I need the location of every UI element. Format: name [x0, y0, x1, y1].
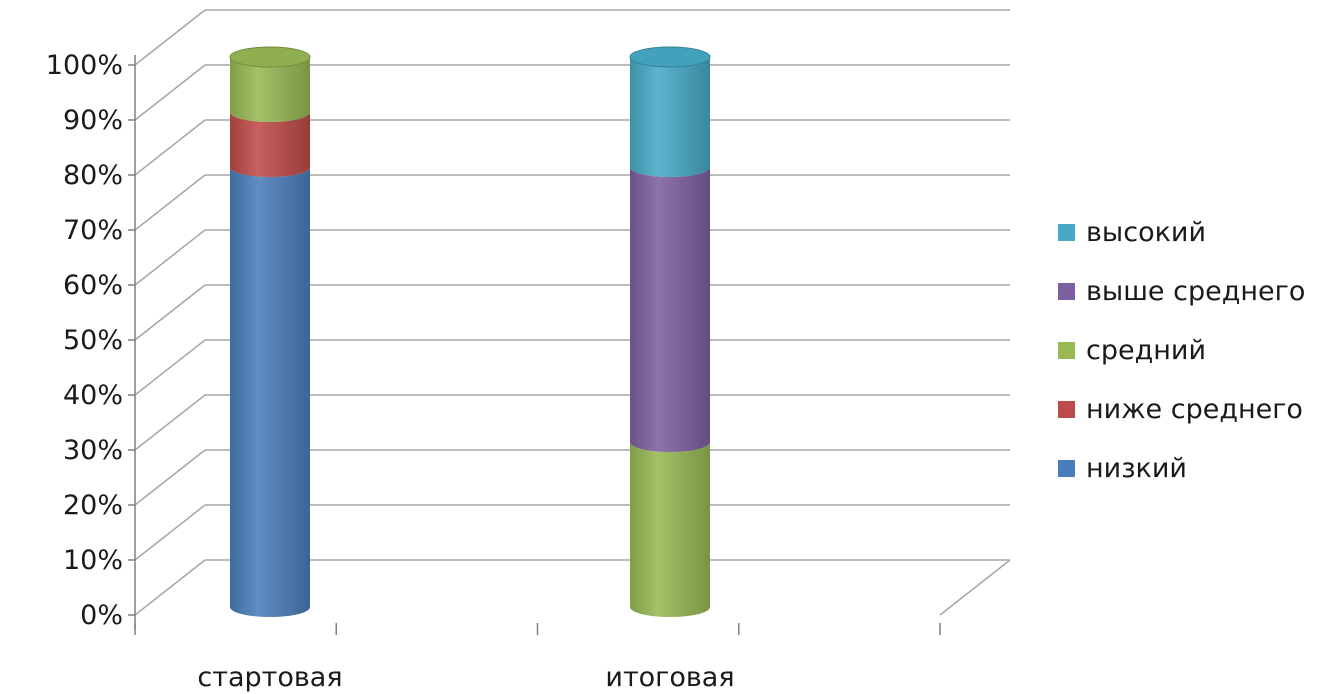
legend-item: низкий — [1058, 453, 1187, 484]
x-axis-category-labels: стартовая итоговая — [197, 662, 734, 693]
x-category-label: итоговая — [605, 662, 734, 693]
legend-label: средний — [1086, 335, 1206, 366]
bar-top — [229, 46, 311, 68]
bar-top — [629, 46, 711, 68]
gridline-side — [134, 394, 206, 451]
legend: высокий выше среднего средний ниже среднего… — [1058, 217, 1305, 484]
y-tick-label: 50% — [63, 325, 123, 356]
y-axis-tick-labels: 0% 10% 20% 30% 40% 50% 60% 70% 80% 90% 100% — [46, 50, 123, 631]
gridlines — [134, 9, 1011, 616]
bar-segment — [230, 167, 310, 617]
bars — [229, 46, 711, 617]
bar-segment — [630, 167, 710, 452]
gridline-side — [134, 9, 206, 66]
gridline-side — [134, 339, 206, 396]
y-tick-label: 20% — [63, 490, 123, 521]
x-category-label: стартовая — [197, 662, 342, 693]
y-tick-label: 100% — [46, 50, 123, 81]
floor-edge — [939, 559, 1011, 616]
y-tick-label: 70% — [63, 215, 123, 246]
bar-segment — [230, 57, 310, 122]
legend-item: ниже среднего — [1058, 394, 1303, 425]
y-tick-label: 90% — [63, 105, 123, 136]
y-tick-label: 80% — [63, 160, 123, 191]
bar-stack — [629, 46, 711, 617]
legend-swatch — [1058, 224, 1075, 241]
axes — [128, 55, 941, 635]
gridline-side — [134, 174, 206, 231]
y-tick-label: 10% — [63, 545, 123, 576]
legend-item: выше среднего — [1058, 276, 1305, 307]
gridline-side — [134, 229, 206, 286]
gridline-side — [134, 559, 206, 616]
legend-swatch — [1058, 460, 1075, 477]
gridline-side — [134, 449, 206, 506]
gridline-side — [134, 504, 206, 561]
bar-segment — [230, 112, 310, 177]
legend-label: ниже среднего — [1086, 394, 1303, 425]
legend-item: высокий — [1058, 217, 1206, 248]
legend-swatch — [1058, 342, 1075, 359]
legend-item: средний — [1058, 335, 1206, 366]
legend-label: выше среднего — [1086, 276, 1305, 307]
y-tick-label: 0% — [80, 600, 123, 631]
y-tick-label: 60% — [63, 270, 123, 301]
gridline-side — [134, 64, 206, 121]
bar-stack — [229, 46, 311, 617]
legend-label: низкий — [1086, 453, 1187, 484]
legend-swatch — [1058, 401, 1075, 418]
legend-swatch — [1058, 283, 1075, 300]
bar-segment — [630, 57, 710, 177]
legend-label: высокий — [1086, 217, 1206, 248]
bar-segment — [630, 442, 710, 617]
y-tick-label: 30% — [63, 435, 123, 466]
gridline-side — [134, 284, 206, 341]
y-tick-label: 40% — [63, 380, 123, 411]
gridline-side — [134, 119, 206, 176]
